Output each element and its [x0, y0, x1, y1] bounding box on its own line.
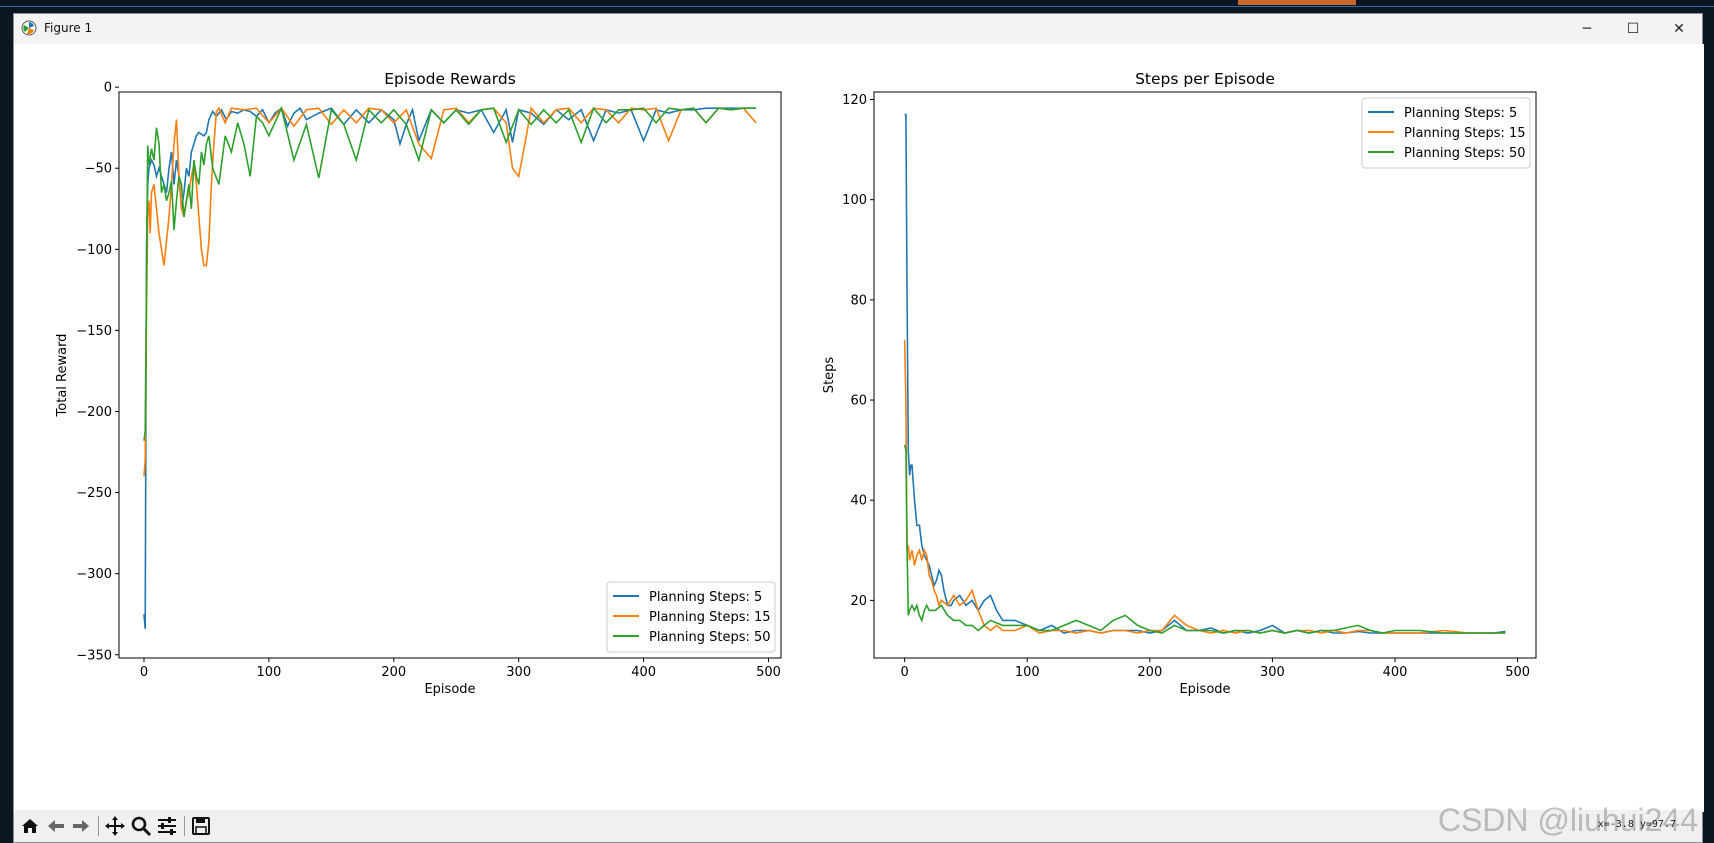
- toolbar-separator: [98, 816, 99, 836]
- x-tick-label: 300: [1260, 665, 1285, 680]
- configure-subplots-button[interactable]: [154, 814, 180, 838]
- legend-label: Planning Steps: 15: [649, 610, 771, 625]
- axes-frame: [873, 91, 1537, 659]
- toolbar-separator: [184, 816, 185, 836]
- save-icon: [192, 817, 210, 835]
- series-line: [903, 444, 1506, 634]
- y-tick-label: −200: [76, 405, 112, 420]
- cursor-coordinates: x=-3.8 y=97.7: [1597, 819, 1676, 830]
- minimize-button[interactable]: ─: [1564, 14, 1610, 44]
- zoom-icon: [131, 816, 152, 837]
- x-tick-label: 400: [1383, 665, 1408, 680]
- x-tick-label: 200: [1137, 665, 1162, 680]
- legend-box: [606, 581, 776, 653]
- y-tick-label: 20: [850, 594, 867, 609]
- background-window-edge: [0, 6, 1714, 7]
- legend-label: Planning Steps: 50: [649, 630, 771, 645]
- x-tick-label: 200: [381, 665, 406, 680]
- configure-subplots-icon: [158, 817, 176, 835]
- y-tick-label: 120: [842, 93, 867, 108]
- legend-box: [1361, 97, 1531, 169]
- y-tick-label: −350: [76, 648, 112, 663]
- chart-title: Episode Rewards: [384, 70, 516, 88]
- close-button[interactable]: ✕: [1656, 14, 1702, 44]
- y-tick-label: 0: [104, 81, 112, 96]
- matplotlib-app-icon: [21, 20, 37, 36]
- pan-button[interactable]: [102, 814, 128, 838]
- close-icon: ✕: [1673, 21, 1685, 37]
- y-tick-label: −50: [85, 162, 112, 177]
- x-tick-label: 100: [1015, 665, 1040, 680]
- x-axis-label: Episode: [424, 682, 475, 697]
- back-button[interactable]: [43, 814, 69, 838]
- y-tick-label: 40: [850, 494, 867, 509]
- legend-label: Planning Steps: 50: [1404, 146, 1526, 161]
- x-tick-label: 0: [140, 665, 148, 680]
- forward-button[interactable]: [68, 814, 94, 838]
- series-line: [904, 113, 1506, 634]
- y-tick-label: 60: [850, 394, 867, 409]
- window-title: Figure 1: [44, 21, 93, 35]
- figure-canvas[interactable]: 0 100 200 300 400 500 0 −50 −100 −150 −200 −250 −300…: [14, 44, 1704, 812]
- series-line: [903, 339, 1506, 634]
- x-tick-label: 500: [1505, 665, 1530, 680]
- x-tick-label: 400: [631, 665, 656, 680]
- y-tick-label: −300: [76, 567, 112, 582]
- figure-window: Figure 1 ─ ☐ ✕ 0 100 200 300 400 500 0 −50 −100−…: [13, 13, 1704, 843]
- x-axis-label: Episode: [1179, 682, 1230, 697]
- maximize-button[interactable]: ☐: [1610, 14, 1656, 44]
- home-icon: [22, 819, 38, 833]
- legend-label: Planning Steps: 5: [649, 590, 762, 605]
- legend-label: Planning Steps: 5: [1404, 106, 1517, 121]
- forward-icon: [73, 820, 89, 832]
- chart-title: Steps per Episode: [1135, 70, 1275, 88]
- series-line: [143, 106, 756, 629]
- x-tick-label: 0: [901, 665, 909, 680]
- save-button[interactable]: [188, 814, 214, 838]
- x-tick-label: 500: [756, 665, 781, 680]
- home-button[interactable]: [17, 814, 43, 838]
- minimize-icon: ─: [1582, 21, 1592, 37]
- back-icon: [48, 820, 64, 832]
- y-tick-label: −150: [76, 324, 112, 339]
- zoom-button[interactable]: [128, 814, 154, 838]
- title-bar[interactable]: Figure 1 ─ ☐ ✕: [14, 14, 1702, 44]
- y-axis-label: Total Reward: [55, 334, 70, 418]
- x-tick-label: 300: [506, 665, 531, 680]
- y-axis-label: Steps: [822, 357, 837, 394]
- navigation-toolbar: CSDN @liuhui244 x=-3.8 y=97.7: [14, 802, 1702, 842]
- figure-svg: 0 100 200 300 400 5000−50−100−150−200−250−300…: [55, 70, 1537, 697]
- y-tick-label: 80: [850, 293, 867, 308]
- y-tick-label: −100: [76, 243, 112, 258]
- x-tick-label: 100: [256, 665, 281, 680]
- legend-label: Planning Steps: 15: [1404, 126, 1526, 141]
- series-line: [143, 105, 756, 441]
- maximize-icon: ☐: [1626, 21, 1640, 37]
- pan-icon: [105, 816, 125, 836]
- y-tick-label: 100: [842, 193, 867, 208]
- background-window-highlight: [1238, 0, 1356, 5]
- y-tick-label: −250: [76, 486, 112, 501]
- watermark: CSDN @liuhui244: [1437, 802, 1698, 838]
- axes-frame: [118, 91, 782, 659]
- series-line: [143, 106, 757, 477]
